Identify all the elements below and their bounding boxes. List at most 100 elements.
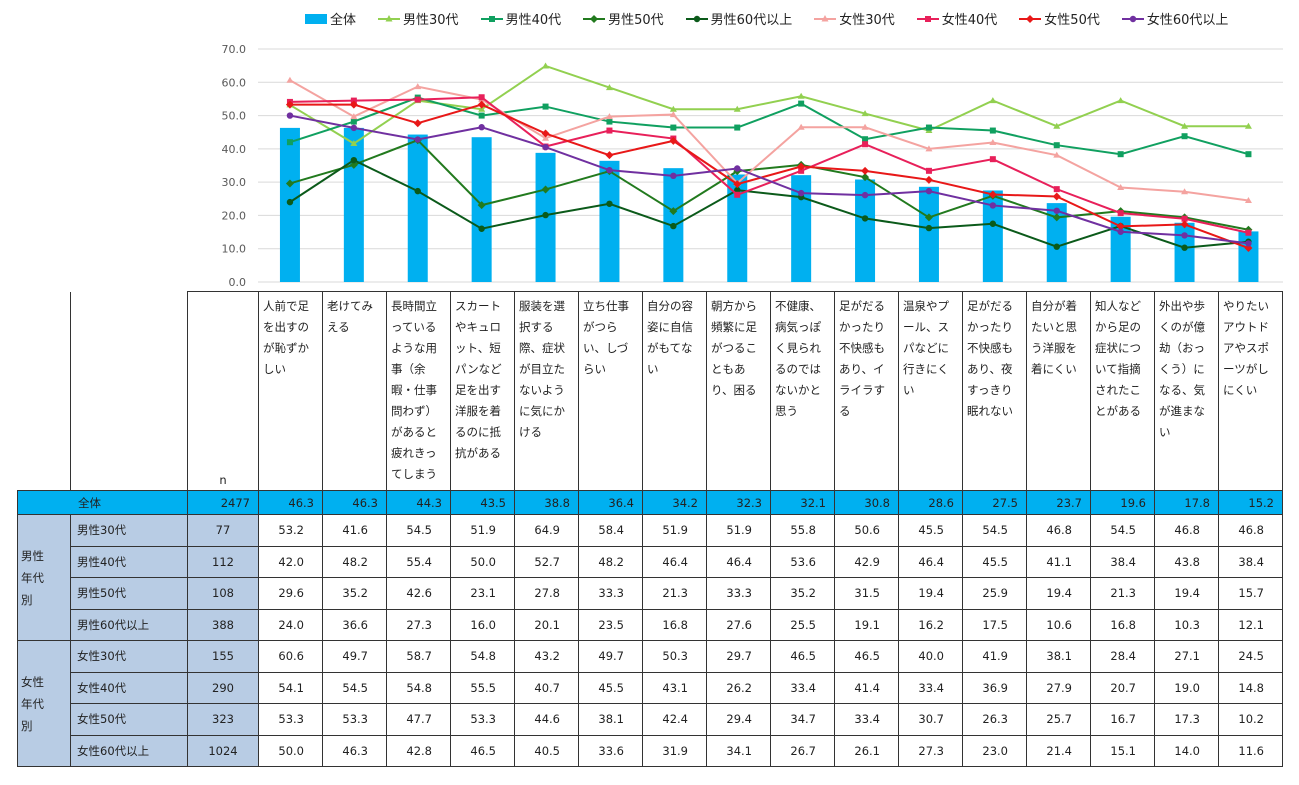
table-cell: 53.3 xyxy=(322,703,387,736)
point-女性30代 xyxy=(542,134,550,141)
table-cell: 33.3 xyxy=(706,577,771,610)
point-女性40代 xyxy=(925,167,932,174)
point-男性60代以上 xyxy=(1053,243,1060,250)
table-cell: 41.1 xyxy=(1026,545,1091,578)
bar-全体 xyxy=(1046,203,1067,282)
table-cell: 46.3 xyxy=(322,490,387,515)
chart-legend: 全体 男性30代 男性40代 男性50代 男性60代以上 女性30代 女性40代 女性50代 女… xyxy=(305,9,1250,28)
table-cell: 28.4 xyxy=(1090,640,1155,673)
category-label: 服装を選択する際、症状が目立たないように気にかける xyxy=(514,291,579,491)
table-row: 男性40代 112 42.0 48.2 55.4 50.0 52.7 48.2 46.4 46.4… xyxy=(18,545,1283,578)
category-label: 足がだるかったり不快感もあり、夜すっきり眠れない xyxy=(962,291,1027,491)
point-女性60代以上 xyxy=(797,189,805,197)
legend-label: 男性60代以上 xyxy=(710,13,793,28)
table-cell: 60.6 xyxy=(258,640,323,673)
table-cell: 23.5 xyxy=(578,608,643,641)
point-男性40代 xyxy=(478,112,485,119)
table-row: 女性50代 323 53.3 53.3 47.7 53.3 44.6 38.1 42.4 29.4… xyxy=(18,703,1283,736)
table-cell: 64.9 xyxy=(514,514,579,547)
bar-全体 xyxy=(1238,231,1259,282)
table-cell: 16.8 xyxy=(1090,608,1155,641)
group-label: 男性年代別 xyxy=(17,514,71,641)
table-cell: 42.6 xyxy=(386,577,451,610)
table-cell: 32.1 xyxy=(770,490,835,515)
category-label: 温泉やプール、スパなどに行きにくい xyxy=(898,291,963,491)
table-row: 女性60代以上 1024 50.0 46.3 42.8 46.5 40.5 33.6 31.9 3… xyxy=(18,734,1283,767)
point-女性40代 xyxy=(1181,215,1188,222)
point-女性40代 xyxy=(478,94,485,101)
table-cell: 46.8 xyxy=(1154,514,1219,547)
point-女性50代 xyxy=(349,100,358,109)
point-女性50代 xyxy=(988,190,997,199)
table-cell: 40.0 xyxy=(898,640,963,673)
point-男性40代 xyxy=(286,139,293,146)
table-cell: 19.6 xyxy=(1090,490,1155,515)
table-cell: 32.3 xyxy=(706,490,771,515)
row-n: 1024 xyxy=(187,734,259,767)
category-label: 朝方から頻繁に足がつることもあり、困る xyxy=(706,291,771,491)
table-cell: 41.4 xyxy=(834,671,899,704)
point-男性50代 xyxy=(669,207,678,216)
table-cell: 26.2 xyxy=(706,671,771,704)
table-cell: 36.4 xyxy=(578,490,643,515)
point-女性50代 xyxy=(1244,244,1253,253)
table-cell: 50.0 xyxy=(258,734,323,767)
table-row-total: 全体 2477 46.3 46.3 44.3 43.5 38.8 36.4 34.2 32.3 32… xyxy=(17,490,1283,515)
legend-label: 全体 xyxy=(330,13,357,28)
table-cell: 50.0 xyxy=(450,545,515,578)
point-女性50代 xyxy=(477,100,486,109)
point-女性30代 xyxy=(286,76,294,83)
legend-line-icon xyxy=(916,15,939,22)
table-cell: 19.4 xyxy=(1026,577,1091,610)
row-label: 男性60代以上 xyxy=(70,608,188,641)
bar-全体 xyxy=(982,190,1003,282)
table-row: 女性40代 290 54.1 54.5 54.8 55.5 40.7 45.5 43.1 26.2… xyxy=(18,671,1283,704)
row-n: 108 xyxy=(187,577,259,610)
category-label: 老けてみえる xyxy=(322,291,387,491)
point-女性40代 xyxy=(862,141,869,148)
legend-item: 男性60代以上 xyxy=(685,9,793,28)
table-cell: 15.2 xyxy=(1218,490,1283,515)
table-cell: 53.3 xyxy=(258,703,323,736)
point-男性40代 xyxy=(1181,133,1188,140)
table-cell: 19.4 xyxy=(898,577,963,610)
legend-label: 女性50代 xyxy=(1044,13,1100,28)
table-cell: 38.1 xyxy=(578,703,643,736)
table-cell: 46.4 xyxy=(642,545,707,578)
point-男性30代 xyxy=(797,92,805,99)
table-cell: 33.3 xyxy=(578,577,643,610)
row-label: 男性50代 xyxy=(70,577,188,610)
point-男性40代 xyxy=(1245,151,1252,158)
table-cell: 29.6 xyxy=(258,577,323,610)
point-男性30代 xyxy=(1117,97,1125,104)
point-女性60代以上 xyxy=(1245,240,1252,247)
table-cell: 46.5 xyxy=(834,640,899,673)
point-女性50代 xyxy=(413,119,422,128)
table-cell: 54.8 xyxy=(386,671,451,704)
table-cell: 17.8 xyxy=(1154,490,1219,515)
point-女性60代以上 xyxy=(542,143,549,151)
row-n: 323 xyxy=(187,703,259,736)
data-table: n 人前で足を出すのが恥ずかしい 老けてみえる 長時間立っているような用事（余暇・仕事… xyxy=(17,291,1283,767)
legend-line-icon xyxy=(685,15,708,22)
table-cell: 33.4 xyxy=(898,671,963,704)
legend-label: 男性30代 xyxy=(403,13,459,28)
y-tick-label: 60.0 xyxy=(222,76,247,89)
table-cell: 19.1 xyxy=(834,608,899,641)
table-cell: 28.6 xyxy=(898,490,963,515)
y-tick-label: 70.0 xyxy=(222,43,247,56)
point-男性40代 xyxy=(989,127,996,134)
table-cell: 17.3 xyxy=(1154,703,1219,736)
category-label: 知人などから足の症状について指摘されたことがある xyxy=(1090,291,1155,491)
table-cell: 45.5 xyxy=(578,671,643,704)
point-女性60代以上 xyxy=(478,124,485,131)
point-女性30代 xyxy=(1244,196,1252,203)
table-cell: 40.7 xyxy=(514,671,579,704)
table-cell: 48.2 xyxy=(322,545,387,578)
line-女性40代 xyxy=(289,96,1249,234)
legend-line-icon xyxy=(814,14,837,21)
table-cell: 20.1 xyxy=(514,608,579,641)
legend-item: 女性50代 xyxy=(1019,9,1100,28)
point-女性50代 xyxy=(861,166,870,175)
point-男性60代以上 xyxy=(925,224,933,232)
